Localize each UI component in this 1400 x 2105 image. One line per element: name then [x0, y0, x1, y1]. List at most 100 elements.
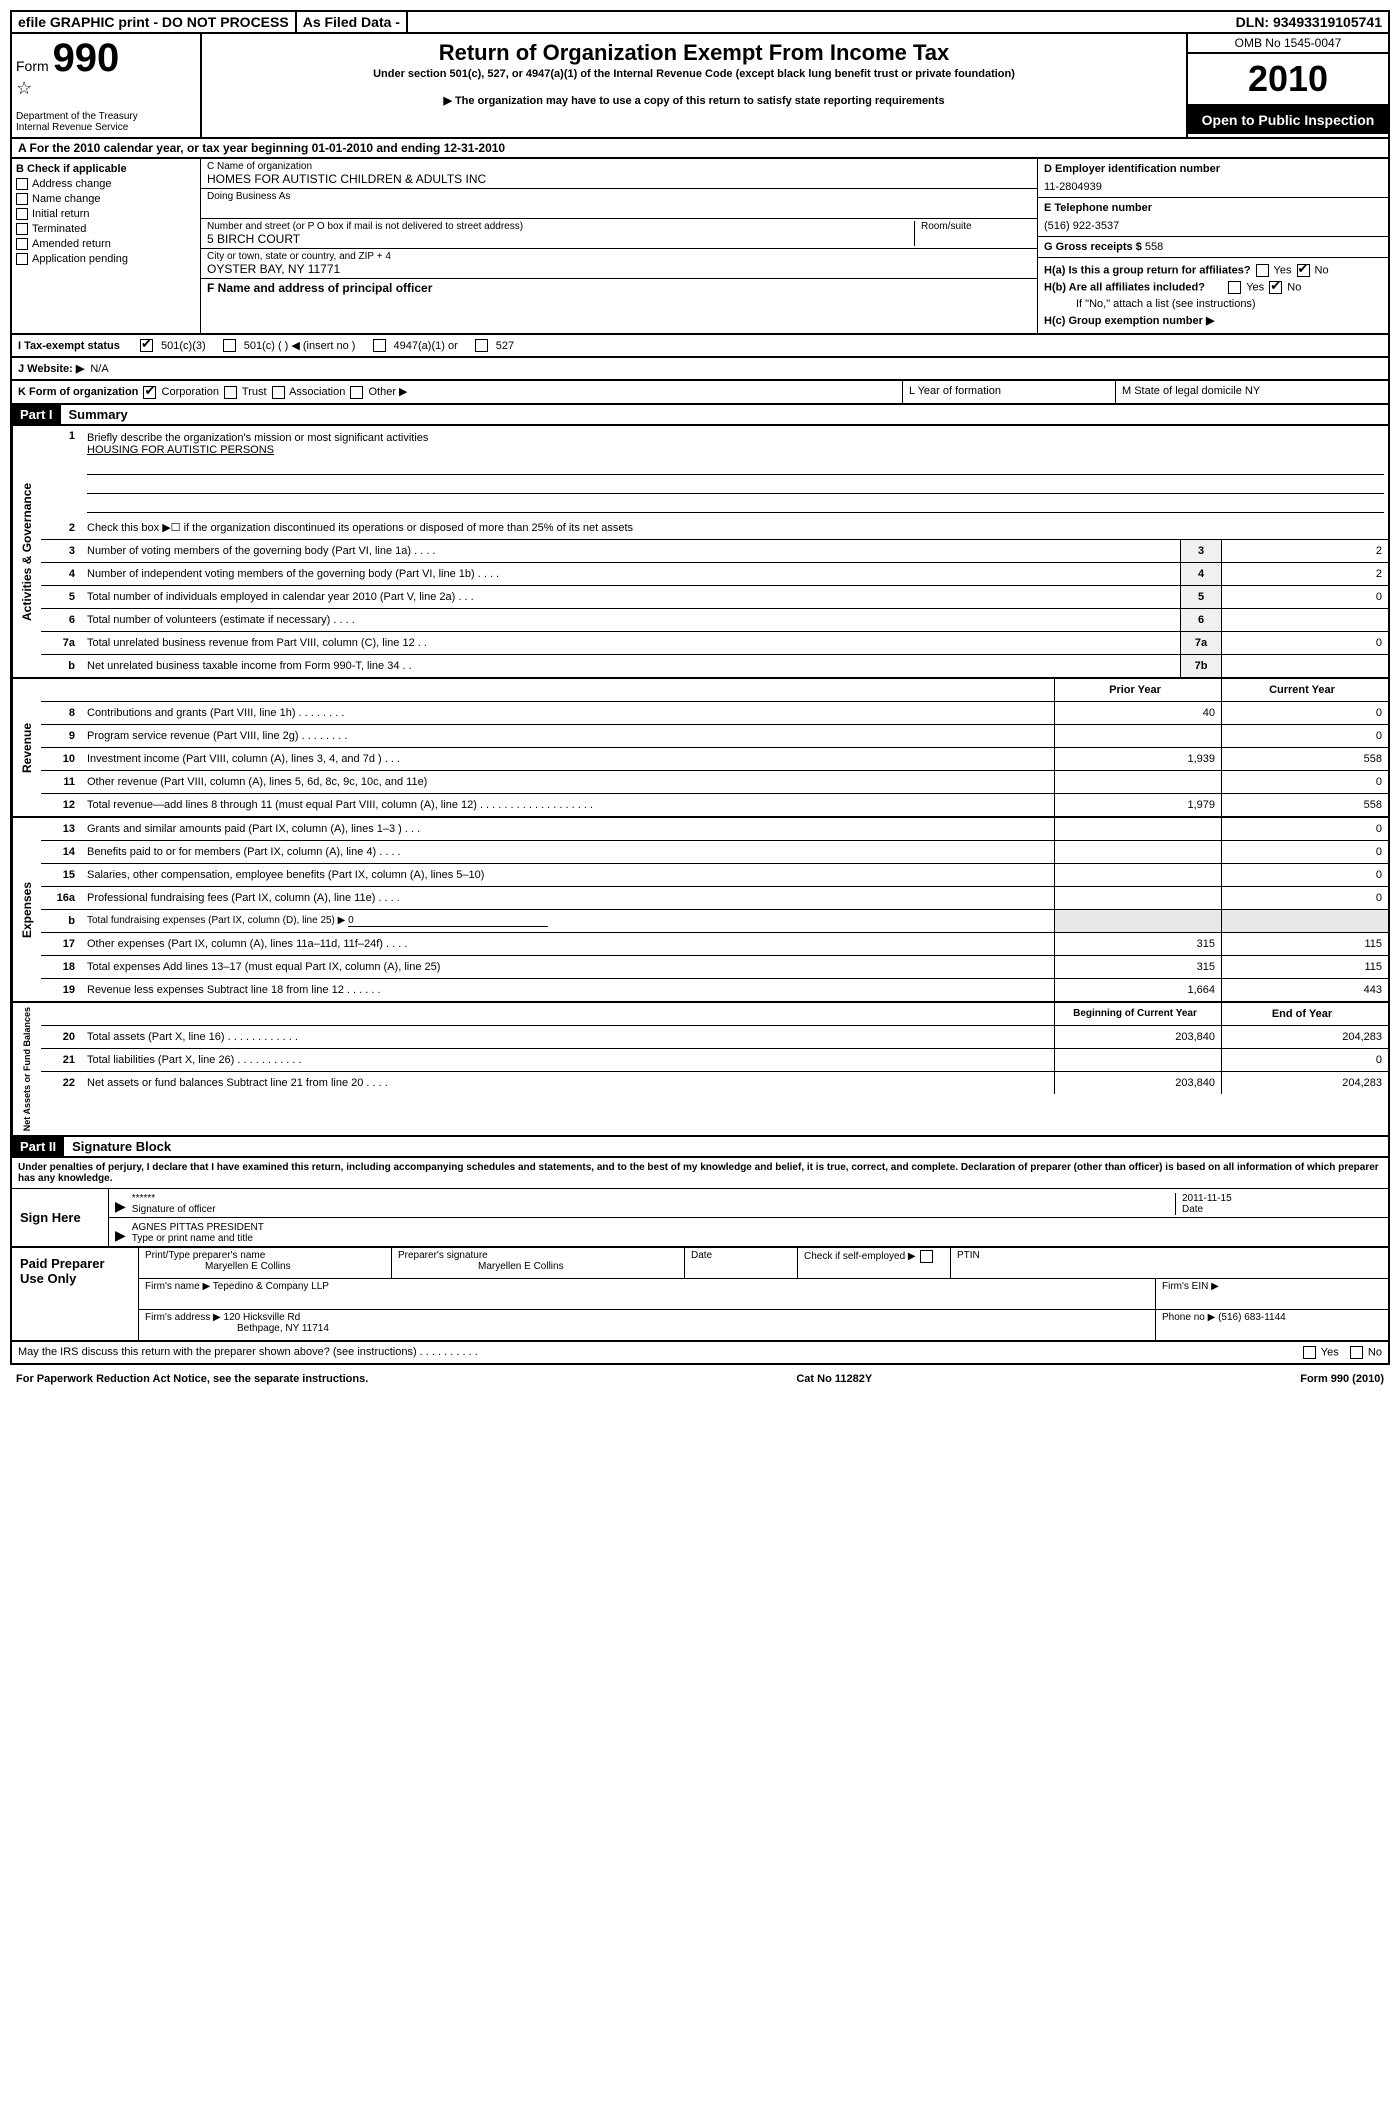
sign-here-label: Sign Here [12, 1189, 109, 1246]
hc-label: H(c) Group exemption number ▶ [1044, 315, 1214, 327]
netassets-label: Net Assets or Fund Balances [12, 1003, 41, 1135]
discuss-text: May the IRS discuss this return with the… [18, 1346, 478, 1359]
irs-label: Internal Revenue Service [16, 122, 196, 133]
year-formation: L Year of formation [903, 381, 1116, 403]
col-c: C Name of organization HOMES FOR AUTISTI… [201, 159, 1037, 333]
cb-amended[interactable]: Amended return [16, 238, 196, 250]
ha-no[interactable] [1297, 264, 1310, 277]
firm-name: Tepedino & Company LLP [213, 1281, 329, 1292]
sign-date: 2011-11-15 [1182, 1193, 1382, 1204]
discuss-yes[interactable] [1303, 1346, 1316, 1359]
gross-label: G Gross receipts $ [1044, 241, 1142, 253]
line16b-val: 0 [348, 915, 548, 927]
preparer-sig-label: Preparer's signature [398, 1250, 678, 1261]
netassets-section: Net Assets or Fund Balances Beginning of… [10, 1003, 1390, 1137]
revenue-section: Revenue Prior Year Current Year 8 Contri… [10, 679, 1390, 818]
line8-text: Contributions and grants (Part VIII, lin… [83, 705, 1054, 721]
part2-header-row: Part II Signature Block [10, 1137, 1390, 1158]
line8-current: 0 [1221, 702, 1388, 724]
cb-initial-return[interactable]: Initial return [16, 208, 196, 220]
line18-prior: 315 [1054, 956, 1221, 978]
line9-current: 0 [1221, 725, 1388, 747]
gross: 558 [1145, 241, 1163, 253]
part1-title: Summary [61, 405, 136, 424]
cb-application-pending[interactable]: Application pending [16, 253, 196, 265]
efile-notice: efile GRAPHIC print - DO NOT PROCESS [12, 12, 297, 32]
preparer-date-label: Date [685, 1248, 798, 1278]
cb-other[interactable] [350, 386, 363, 399]
col-d: D Employer identification number 11-2804… [1037, 159, 1388, 333]
header-left: Form 990 ☆ Department of the Treasury In… [12, 34, 202, 137]
self-employed-label: Check if self-employed ▶ [804, 1251, 916, 1262]
firm-address-1: 120 Hicksville Rd [224, 1312, 301, 1323]
line19-prior: 1,664 [1054, 979, 1221, 1001]
form-number: 990 [53, 36, 120, 80]
line11-text: Other revenue (Part VIII, column (A), li… [83, 774, 1054, 790]
firm-name-label: Firm's name ▶ [145, 1281, 210, 1292]
line7b-text: Net unrelated business taxable income fr… [83, 658, 1180, 674]
line14-text: Benefits paid to or for members (Part IX… [83, 844, 1054, 860]
line16a-text: Professional fundraising fees (Part IX, … [83, 890, 1054, 906]
state-domicile: M State of legal domicile NY [1116, 381, 1388, 403]
dba-label: Doing Business As [207, 191, 1031, 202]
line12-prior: 1,979 [1054, 794, 1221, 816]
line16b-text: Total fundraising expenses (Part IX, col… [87, 915, 345, 926]
line11-current: 0 [1221, 771, 1388, 793]
j-label: J Website: ▶ [18, 362, 84, 375]
discuss-no[interactable] [1350, 1346, 1363, 1359]
org-name-label: C Name of organization [207, 161, 1031, 172]
sign-date-label: Date [1182, 1204, 1382, 1215]
cb-name-change[interactable]: Name change [16, 193, 196, 205]
cb-address-change[interactable]: Address change [16, 178, 196, 190]
k-label: K Form of organization [18, 386, 138, 398]
governance-section: Activities & Governance 1 Briefly descri… [10, 426, 1390, 679]
firm-phone: (516) 683-1144 [1218, 1312, 1286, 1323]
phone: (516) 922-3537 [1044, 220, 1382, 232]
street-label: Number and street (or P O box if mail is… [207, 221, 914, 232]
revenue-label: Revenue [12, 679, 41, 816]
hb-no[interactable] [1269, 281, 1282, 294]
line14-current: 0 [1221, 841, 1388, 863]
hb-note: If "No," attach a list (see instructions… [1044, 296, 1382, 312]
cb-self-employed[interactable] [920, 1250, 933, 1263]
line20-text: Total assets (Part X, line 16) . . . . .… [83, 1029, 1054, 1045]
line21-prior [1054, 1049, 1221, 1071]
part1-header-row: Part I Summary [10, 405, 1390, 426]
line21-current: 0 [1221, 1049, 1388, 1071]
firm-address-2: Bethpage, NY 11714 [145, 1323, 329, 1334]
form-label: Form [16, 58, 49, 74]
org-name: HOMES FOR AUTISTIC CHILDREN & ADULTS INC [207, 172, 1031, 186]
row-i: I Tax-exempt status 501(c)(3) 501(c) ( )… [10, 335, 1390, 358]
city-label: City or town, state or country, and ZIP … [207, 251, 1031, 262]
inspection-notice: Open to Public Inspection [1188, 106, 1388, 134]
street: 5 BIRCH COURT [207, 232, 914, 246]
ein: 11-2804939 [1044, 181, 1382, 193]
line15-current: 0 [1221, 864, 1388, 886]
line7b-val [1221, 655, 1388, 677]
perjury-statement: Under penalties of perjury, I declare th… [12, 1158, 1388, 1188]
cb-501c[interactable] [223, 339, 236, 352]
expenses-section: Expenses 13 Grants and similar amounts p… [10, 818, 1390, 1003]
ha-yes[interactable] [1256, 264, 1269, 277]
line11-prior [1054, 771, 1221, 793]
line10-prior: 1,939 [1054, 748, 1221, 770]
cb-association[interactable] [272, 386, 285, 399]
line13-current: 0 [1221, 818, 1388, 840]
cb-terminated[interactable]: Terminated [16, 223, 196, 235]
hb-yes[interactable] [1228, 281, 1241, 294]
entity-block: B Check if applicable Address change Nam… [10, 159, 1390, 335]
officer-name: AGNES PITTAS PRESIDENT [132, 1222, 1382, 1233]
line13-text: Grants and similar amounts paid (Part IX… [83, 821, 1054, 837]
line19-text: Revenue less expenses Subtract line 18 f… [83, 982, 1054, 998]
line22-prior: 203,840 [1054, 1072, 1221, 1094]
officer-signature: ****** [132, 1193, 1175, 1204]
cb-527[interactable] [475, 339, 488, 352]
mission: HOUSING FOR AUTISTIC PERSONS [87, 444, 274, 456]
cb-corporation[interactable] [143, 386, 156, 399]
cb-4947[interactable] [373, 339, 386, 352]
phone-no-label: Phone no ▶ [1162, 1312, 1215, 1323]
cb-501c3[interactable] [140, 339, 153, 352]
line14-prior [1054, 841, 1221, 863]
cb-trust[interactable] [224, 386, 237, 399]
form-subtitle: Under section 501(c), 527, or 4947(a)(1)… [206, 68, 1182, 80]
